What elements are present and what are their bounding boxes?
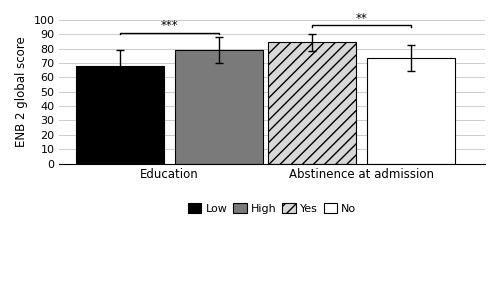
Bar <box>367 58 455 164</box>
Bar <box>76 66 164 164</box>
Y-axis label: ENB 2 global score: ENB 2 global score <box>15 36 28 147</box>
Bar <box>174 50 262 164</box>
Legend: Low, High, Yes, No: Low, High, Yes, No <box>184 199 361 218</box>
Bar <box>268 42 356 164</box>
Text: ***: *** <box>160 19 178 32</box>
Text: **: ** <box>356 12 368 25</box>
